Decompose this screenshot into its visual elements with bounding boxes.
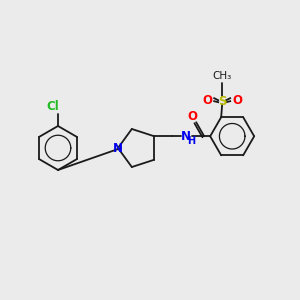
Text: N: N	[113, 142, 123, 154]
Text: O: O	[202, 94, 212, 107]
Text: CH₃: CH₃	[213, 71, 232, 81]
Text: O: O	[232, 94, 242, 107]
Text: Cl: Cl	[46, 100, 59, 112]
Text: N: N	[181, 130, 191, 143]
Text: H: H	[187, 136, 195, 146]
Text: O: O	[187, 110, 197, 123]
Text: S: S	[218, 95, 226, 108]
